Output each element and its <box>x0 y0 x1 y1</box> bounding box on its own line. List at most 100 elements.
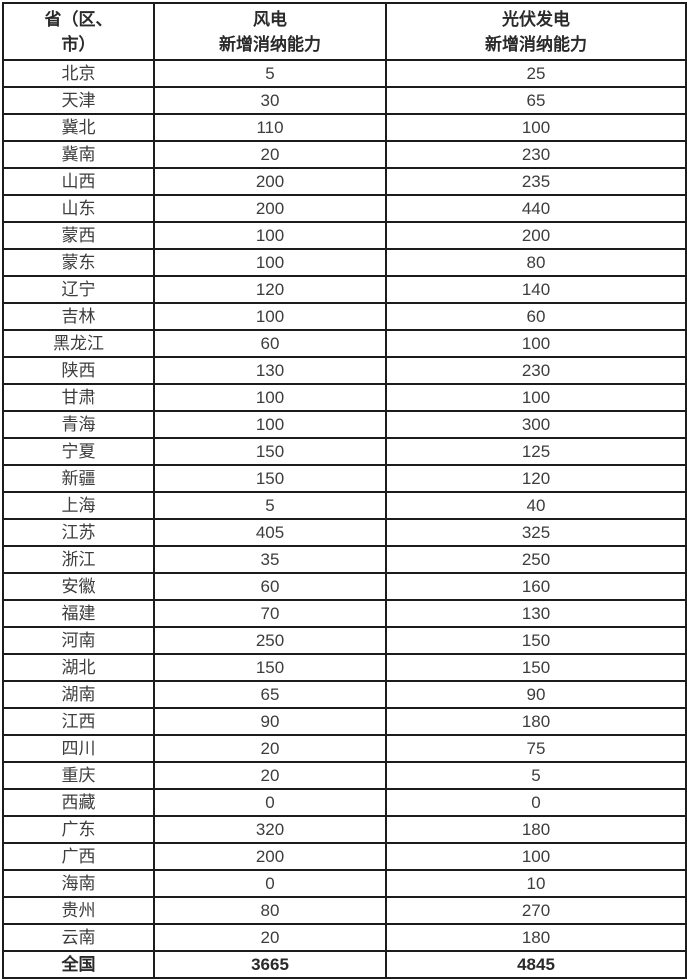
header-province-line1: 省（区、 <box>44 9 113 29</box>
wind-value-cell: 20 <box>153 140 387 169</box>
solar-value-cell: 120 <box>385 464 687 493</box>
total-row: 全国 3665 4845 <box>2 950 687 979</box>
table-row: 青海 100 300 <box>2 410 687 439</box>
solar-value-cell: 180 <box>385 923 687 952</box>
solar-value-cell: 325 <box>385 518 687 547</box>
solar-value-cell: 80 <box>385 248 687 277</box>
province-cell: 蒙东 <box>2 248 155 277</box>
solar-value-cell: 4845 <box>385 950 687 979</box>
wind-value-cell: 20 <box>153 923 387 952</box>
wind-value-cell: 100 <box>153 221 387 250</box>
wind-value-cell: 65 <box>153 680 387 709</box>
wind-value-cell: 200 <box>153 842 387 871</box>
province-cell: 湖北 <box>2 653 155 682</box>
province-cell: 湖南 <box>2 680 155 709</box>
table-body: 北京 5 25 天津 30 65 冀北 110 100 冀南 20 230 山西 200 235 山东 200 4… <box>2 59 687 979</box>
wind-value-cell: 200 <box>153 167 387 196</box>
wind-value-cell: 80 <box>153 896 387 925</box>
solar-value-cell: 160 <box>385 572 687 601</box>
province-cell: 辽宁 <box>2 275 155 304</box>
table-row: 贵州 80 270 <box>2 896 687 925</box>
province-cell: 浙江 <box>2 545 155 574</box>
solar-value-cell: 100 <box>385 383 687 412</box>
wind-value-cell: 20 <box>153 761 387 790</box>
province-cell: 福建 <box>2 599 155 628</box>
wind-value-cell: 60 <box>153 329 387 358</box>
wind-value-cell: 0 <box>153 788 387 817</box>
solar-value-cell: 90 <box>385 680 687 709</box>
wind-value-cell: 130 <box>153 356 387 385</box>
header-province-column: 省（区、 市） <box>2 2 155 61</box>
table-row: 冀南 20 230 <box>2 140 687 169</box>
solar-value-cell: 150 <box>385 653 687 682</box>
wind-value-cell: 110 <box>153 113 387 142</box>
header-wind-column: 风电 新增消纳能力 <box>153 2 387 61</box>
table-row: 江苏 405 325 <box>2 518 687 547</box>
province-cell: 冀北 <box>2 113 155 142</box>
solar-value-cell: 230 <box>385 356 687 385</box>
province-cell: 江西 <box>2 707 155 736</box>
table-row: 蒙东 100 80 <box>2 248 687 277</box>
header-solar-line1: 光伏发电 <box>502 9 570 29</box>
solar-value-cell: 0 <box>385 788 687 817</box>
table-row: 重庆 20 5 <box>2 761 687 790</box>
wind-value-cell: 30 <box>153 86 387 115</box>
table-row: 江西 90 180 <box>2 707 687 736</box>
province-cell: 海南 <box>2 869 155 898</box>
wind-value-cell: 20 <box>153 734 387 763</box>
solar-value-cell: 100 <box>385 842 687 871</box>
table-row: 天津 30 65 <box>2 86 687 115</box>
header-solar-line2: 新增消纳能力 <box>485 34 587 54</box>
province-cell: 山东 <box>2 194 155 223</box>
province-cell: 上海 <box>2 491 155 520</box>
solar-value-cell: 65 <box>385 86 687 115</box>
wind-value-cell: 0 <box>153 869 387 898</box>
wind-value-cell: 150 <box>153 464 387 493</box>
wind-value-cell: 70 <box>153 599 387 628</box>
solar-value-cell: 150 <box>385 626 687 655</box>
solar-value-cell: 100 <box>385 329 687 358</box>
solar-value-cell: 140 <box>385 275 687 304</box>
table-row: 陕西 130 230 <box>2 356 687 385</box>
solar-value-cell: 75 <box>385 734 687 763</box>
wind-value-cell: 120 <box>153 275 387 304</box>
table-row: 浙江 35 250 <box>2 545 687 574</box>
solar-value-cell: 230 <box>385 140 687 169</box>
table-row: 西藏 0 0 <box>2 788 687 817</box>
wind-value-cell: 150 <box>153 437 387 466</box>
solar-value-cell: 180 <box>385 707 687 736</box>
table-row: 吉林 100 60 <box>2 302 687 331</box>
table-row: 上海 5 40 <box>2 491 687 520</box>
solar-value-cell: 100 <box>385 113 687 142</box>
solar-value-cell: 5 <box>385 761 687 790</box>
table-row: 安徽 60 160 <box>2 572 687 601</box>
solar-value-cell: 300 <box>385 410 687 439</box>
wind-value-cell: 250 <box>153 626 387 655</box>
wind-value-cell: 3665 <box>153 950 387 979</box>
wind-value-cell: 405 <box>153 518 387 547</box>
table-row: 新疆 150 120 <box>2 464 687 493</box>
solar-value-cell: 125 <box>385 437 687 466</box>
solar-value-cell: 250 <box>385 545 687 574</box>
province-cell: 天津 <box>2 86 155 115</box>
header-solar-column: 光伏发电 新增消纳能力 <box>385 2 687 61</box>
solar-value-cell: 25 <box>385 59 687 88</box>
wind-value-cell: 35 <box>153 545 387 574</box>
province-cell: 黑龙江 <box>2 329 155 358</box>
table-row: 云南 20 180 <box>2 923 687 952</box>
solar-value-cell: 40 <box>385 491 687 520</box>
table-row: 宁夏 150 125 <box>2 437 687 466</box>
solar-value-cell: 235 <box>385 167 687 196</box>
solar-value-cell: 440 <box>385 194 687 223</box>
province-cell: 云南 <box>2 923 155 952</box>
province-cell: 宁夏 <box>2 437 155 466</box>
wind-value-cell: 100 <box>153 302 387 331</box>
table-row: 福建 70 130 <box>2 599 687 628</box>
solar-value-cell: 10 <box>385 869 687 898</box>
province-cell: 四川 <box>2 734 155 763</box>
table-row: 湖北 150 150 <box>2 653 687 682</box>
wind-value-cell: 60 <box>153 572 387 601</box>
province-cell: 江苏 <box>2 518 155 547</box>
province-cell: 青海 <box>2 410 155 439</box>
